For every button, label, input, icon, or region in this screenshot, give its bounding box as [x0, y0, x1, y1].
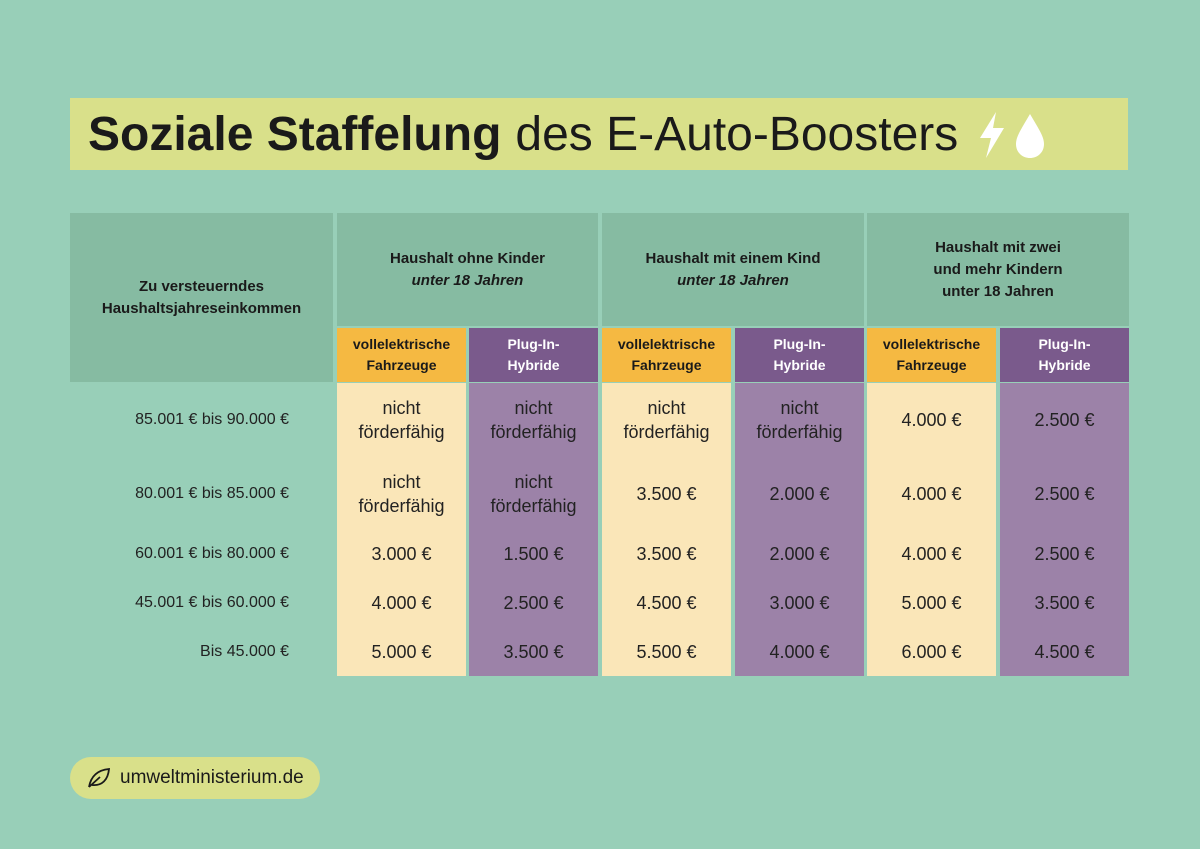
cell: 3.000 €	[769, 593, 830, 613]
cell: 4.000 €	[901, 544, 962, 564]
footer-pill: umweltministerium.de	[70, 757, 320, 799]
sub-header: Plug-In- Hybride	[469, 328, 598, 382]
cell: 2.500 €	[1034, 483, 1095, 504]
cell: 3.500 €	[1034, 593, 1095, 613]
group-header-line: unter 18 Jahren	[942, 282, 1054, 300]
cell: 3.000 €	[371, 544, 432, 564]
sub-header-line: Fahrzeuge	[631, 357, 702, 373]
group-header-line: Haushalt ohne Kinder	[389, 249, 546, 267]
cell: 5.000 €	[371, 642, 432, 662]
cell: 4.500 €	[636, 593, 697, 613]
sub-header-line: Hybride	[1038, 357, 1091, 373]
sub-header-line: Hybride	[507, 357, 560, 373]
group-header-line: Haushalt mit einem Kind	[645, 249, 821, 267]
income-label: 85.001 € bis 90.000 €	[135, 411, 289, 428]
cell: nicht förderfähig	[623, 398, 710, 442]
column-background	[1000, 383, 1129, 676]
group-header-line: unter 18 Jahren	[677, 271, 789, 289]
row-header-line: Haushaltsjahreseinkommen	[101, 299, 302, 317]
cell: 4.000 €	[901, 410, 962, 430]
group-header: Haushalt ohne Kinder unter 18 Jahren	[337, 213, 598, 326]
title-regular: des E-Auto-Boosters	[515, 107, 959, 161]
row-header-line: Zu versteuerndes	[138, 277, 265, 295]
group-header: Haushalt mit zwei und mehr Kindern unter 1…	[867, 213, 1129, 326]
cell: nicht förderfähig	[358, 471, 445, 516]
income-label: Bis 45.000 €	[200, 643, 289, 660]
group-header-line: unter 18 Jahren	[411, 271, 524, 289]
group-header: Haushalt mit einem Kind unter 18 Jahren	[602, 213, 864, 326]
cell: nicht förderfähig	[490, 471, 577, 516]
cell: 1.500 €	[503, 544, 564, 564]
cell: 4.000 €	[371, 593, 432, 613]
leaf-icon	[88, 768, 110, 788]
cell: 3.500 €	[503, 642, 564, 662]
sub-header-line: Plug-In-	[507, 336, 560, 352]
sub-header: vollelektrische Fahrzeuge	[337, 328, 466, 382]
sub-header: vollelektrische Fahrzeuge	[602, 328, 731, 382]
sub-header: vollelektrische Fahrzeuge	[867, 328, 996, 382]
column-background	[337, 383, 466, 676]
sub-header-line: Hybride	[773, 357, 826, 373]
cell: 4.500 €	[1034, 642, 1095, 662]
cell: 2.500 €	[1034, 410, 1095, 430]
cell: nicht förderfähig	[358, 398, 445, 442]
column-background	[867, 383, 996, 676]
cell: 2.000 €	[769, 544, 830, 564]
cell: 5.000 €	[901, 593, 962, 613]
title-bold: Soziale Staffelung	[88, 107, 502, 161]
title-bar: Soziale Staffelung des E-Auto-Boosters	[70, 98, 1128, 170]
cell: nicht förderfähig	[756, 398, 843, 442]
sub-header: Plug-In- Hybride	[1000, 328, 1129, 382]
sub-header-line: vollelektrische	[882, 336, 981, 352]
cell: 6.000 €	[901, 642, 962, 662]
sub-header-line: Plug-In-	[773, 336, 826, 352]
group-header-line: und mehr Kindern	[933, 260, 1063, 278]
cell: nicht förderfähig	[490, 398, 577, 442]
sub-header-line: Fahrzeuge	[366, 357, 437, 373]
column-background	[602, 383, 731, 676]
cell: 2.500 €	[503, 593, 564, 613]
title-icons	[980, 112, 1045, 158]
income-label: 60.001 € bis 80.000 €	[135, 545, 289, 562]
sub-header: Plug-In- Hybride	[735, 328, 864, 382]
cell: 4.000 €	[901, 483, 962, 504]
sub-header-line: Fahrzeuge	[896, 357, 967, 373]
cell: 2.500 €	[1034, 544, 1095, 564]
sub-header-line: vollelektrische	[617, 336, 716, 352]
column-background	[469, 383, 598, 676]
cell: 4.000 €	[769, 642, 830, 662]
group-header-line: Haushalt mit zwei	[935, 238, 1061, 256]
sub-header-line: vollelektrische	[352, 336, 451, 352]
column-background	[735, 383, 864, 676]
income-label: 80.001 € bis 85.000 €	[135, 484, 289, 502]
cell: 5.500 €	[636, 642, 697, 662]
footer-text: umweltministerium.de	[120, 767, 304, 788]
sub-header-line: Plug-In-	[1038, 336, 1091, 352]
income-label: 45.001 € bis 60.000 €	[135, 594, 289, 611]
cell: 2.000 €	[769, 483, 830, 504]
cell: 3.500 €	[636, 544, 697, 564]
cell: 3.500 €	[636, 483, 697, 504]
row-header: Zu versteuerndes Haushaltsjahreseinkommen	[70, 213, 333, 382]
